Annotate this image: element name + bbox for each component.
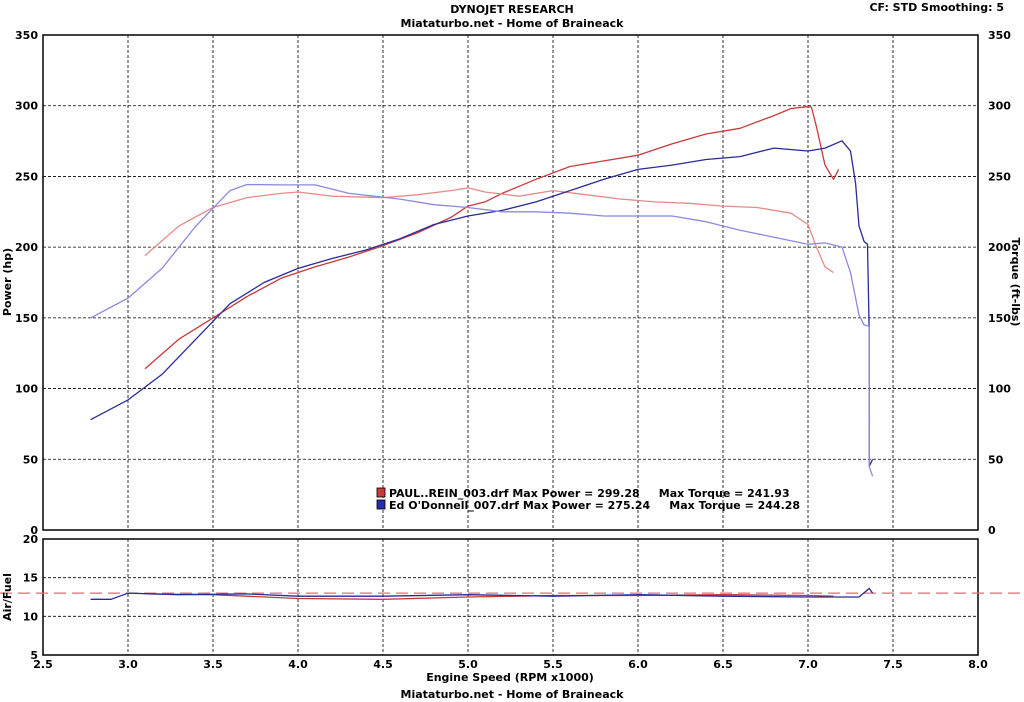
main-plot-frame [42, 34, 979, 531]
series-line-torque-1 [144, 187, 834, 274]
afr-plot-series [90, 587, 874, 600]
y2-axis-label-torque: Torque (ft-lbs) [1009, 238, 1022, 327]
x-axis-label: Engine Speed (RPM x1000) [426, 671, 594, 684]
settings-label: CF: STD Smoothing: 5 [869, 1, 1004, 14]
afr-y-tick-label: 15 [23, 572, 38, 585]
footer-label: Miataturbo.net - Home of Braineack [400, 688, 624, 701]
afr-y-tick-label: 10 [23, 610, 39, 623]
y-tick-label: 50 [23, 453, 39, 466]
afr-plot-ticks: 5 10 15 20 [23, 533, 39, 662]
x-tick-label: 2.5 [33, 658, 53, 671]
y-tick-label: 250 [15, 170, 38, 183]
y-tick-label: 300 [15, 100, 38, 113]
main-plot-ticks: 0 0 50 50 100 100 150 150 200 200 250 250 300 300 350 3… [15, 29, 1011, 537]
legend-swatch-run1 [376, 487, 386, 498]
y-tick-label: 350 [15, 29, 38, 42]
y2-tick-label: 100 [988, 383, 1011, 396]
y2-tick-label: 300 [988, 100, 1011, 113]
legend-entry-run1: PAUL..REIN_003.drf Max Power = 299.28 Ma… [389, 487, 790, 500]
x-tick-label: 8.0 [968, 658, 988, 671]
x-tick-label: 7.0 [798, 658, 818, 671]
chart-title: DYNOJET RESEARCH [450, 3, 574, 16]
y-tick-label: 200 [15, 241, 38, 254]
y2-tick-label: 150 [988, 312, 1011, 325]
afr-series-line-0 [144, 593, 834, 600]
x-tick-label: 7.5 [883, 658, 903, 671]
legend: PAUL..REIN_003.drf Max Power = 299.28 Ma… [376, 487, 800, 512]
x-axis-ticks: 2.5 3.0 3.5 4.0 4.5 5.0 5.5 6.0 6.5 7.0 7.5 8.0 [33, 658, 988, 671]
afr-series-line-1 [90, 587, 874, 600]
afr-y-tick-label: 5 [30, 649, 38, 662]
y-tick-label: 150 [15, 312, 38, 325]
chart-subtitle: Miataturbo.net - Home of Braineack [400, 17, 624, 30]
y2-tick-label: 50 [988, 453, 1004, 466]
y2-tick-label: 250 [988, 170, 1011, 183]
main-plot-series [90, 106, 874, 477]
x-tick-label: 5.0 [458, 658, 478, 671]
x-tick-label: 6.5 [713, 658, 733, 671]
legend-entry-run2: Ed O'Donnell_007.drf Max Power = 275.24 … [389, 499, 800, 512]
y-axis-label-afr: Air/Fuel [1, 573, 14, 621]
x-tick-label: 3.5 [203, 658, 223, 671]
y2-tick-label: 0 [988, 524, 996, 537]
x-tick-label: 6.0 [628, 658, 648, 671]
series-line-power-2 [90, 140, 874, 468]
y2-tick-label: 200 [988, 241, 1011, 254]
x-tick-label: 4.5 [373, 658, 393, 671]
y2-tick-label: 350 [988, 29, 1011, 42]
x-tick-label: 3.0 [118, 658, 138, 671]
y-axis-label-power: Power (hp) [1, 248, 14, 316]
series-line-torque-3 [90, 183, 874, 477]
main-plot-grid [43, 35, 978, 530]
y-tick-label: 0 [30, 524, 38, 537]
legend-swatch-run2 [376, 499, 386, 510]
afr-y-tick-label: 20 [23, 533, 39, 546]
x-tick-label: 5.5 [543, 658, 563, 671]
y-tick-label: 100 [15, 383, 38, 396]
x-tick-label: 4.0 [288, 658, 308, 671]
series-line-power-0 [144, 106, 840, 370]
